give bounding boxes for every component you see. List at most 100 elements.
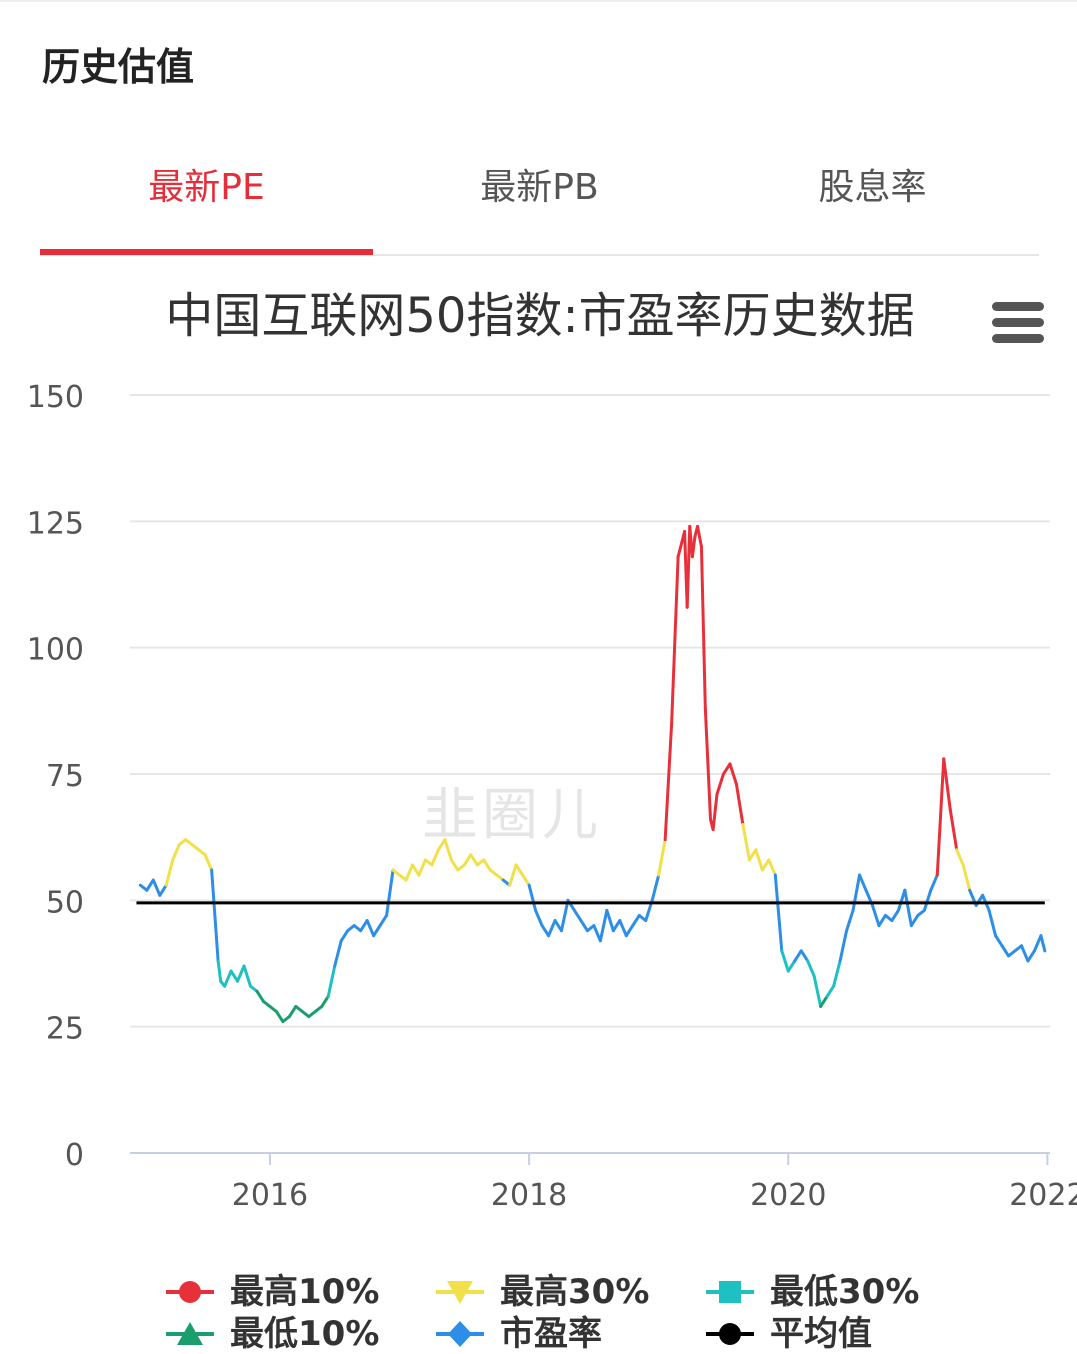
tab-latest-pe[interactable]: 最新PE (148, 167, 265, 208)
circle-marker-icon (706, 1323, 754, 1345)
pe-series-segment (547, 919, 557, 938)
pe-series-segment (845, 908, 855, 933)
pe-series-segment (870, 903, 881, 928)
pe-series-segment (793, 949, 803, 963)
pe-series-segment (534, 908, 544, 928)
pe-series-segment (592, 924, 602, 943)
pe-series-segment (365, 919, 376, 938)
pe-series-segment (711, 792, 719, 832)
circle-marker-icon (166, 1281, 214, 1303)
pe-series-segment (598, 908, 609, 943)
y-tick-label: 25 (46, 1012, 84, 1047)
pe-series-segment (806, 959, 816, 978)
pe-series-segment (896, 888, 907, 912)
pe-series-segment (832, 959, 842, 988)
pe-series-segment (994, 934, 1004, 948)
pe-series-segment (572, 908, 583, 923)
pe-series-segment (812, 974, 823, 1008)
pe-series-segment (961, 863, 972, 892)
active-tab-indicator (40, 249, 373, 255)
pe-series-segment (339, 929, 350, 943)
legend-label: 最低30% (770, 1272, 920, 1312)
pe-series-segment (799, 949, 810, 963)
diamond-marker-icon (436, 1321, 484, 1347)
pe-series-segment (690, 534, 697, 559)
pe-series-segment (274, 1010, 285, 1024)
pe-series-segment (657, 838, 667, 877)
legend-label: 平均值 (770, 1314, 872, 1354)
pe-series-segment (359, 919, 369, 933)
pe-series-segment (760, 858, 771, 872)
pe-series-segment (942, 757, 952, 811)
pe-series-segment (333, 939, 343, 968)
pe-series-segment (151, 878, 162, 897)
pe-series-segment (780, 949, 790, 973)
hamburger-menu-icon[interactable] (990, 300, 1046, 346)
y-tick-label: 150 (27, 380, 84, 415)
pe-series-segment (1019, 944, 1030, 963)
pe-series-segment (903, 888, 913, 928)
y-tick-label: 125 (27, 506, 84, 541)
top-divider (0, 0, 1077, 2)
pe-series-segment (320, 994, 330, 1008)
legend-label: 最高10% (230, 1272, 380, 1312)
pe-series-segment (326, 964, 337, 998)
pe-series-segment (540, 924, 551, 938)
pe-series-segment (1032, 934, 1043, 953)
pe-series-segment (527, 883, 538, 912)
tab-dividend-yield[interactable]: 股息率 (818, 167, 927, 208)
pe-series-segment (462, 853, 473, 867)
pe-series-segment (715, 772, 725, 796)
pe-series-segment (703, 706, 713, 821)
y-tick-label: 100 (27, 633, 84, 668)
pe-series-segment (482, 858, 492, 872)
section-title: 历史估值 (42, 45, 195, 89)
pe-series-segment (514, 863, 525, 877)
pe-series-segment (650, 873, 661, 902)
pe-series-segment (145, 878, 155, 892)
pe-series-segment (436, 838, 447, 852)
grid-lines (130, 394, 1050, 1154)
pe-series-segment (929, 873, 939, 892)
y-tick-label: 75 (46, 759, 84, 794)
pe-series-segment (242, 964, 253, 988)
pe-series-segment (631, 913, 641, 928)
tab-latest-pb[interactable]: 最新PB (480, 167, 599, 208)
pe-series-segment (410, 863, 421, 877)
triangle-up-marker-icon (166, 1322, 214, 1345)
x-tick-label: 2020 (750, 1178, 826, 1213)
pe-series-segment (909, 913, 920, 928)
pe-series-segment (158, 883, 168, 897)
chart-legend: 最高10% 最高30% 最低30% 最低10% 市盈率 平均 (160, 1272, 1060, 1354)
y-tick-label: 50 (46, 885, 84, 920)
pe-series-segment (825, 984, 836, 998)
y-tick-label: 0 (65, 1138, 84, 1173)
pe-series-segment (287, 1004, 298, 1019)
pe-series-segment (696, 524, 703, 549)
pe-series-segment (754, 848, 764, 872)
pe-series-segment (508, 863, 518, 887)
pe-series-segment (819, 994, 829, 1008)
x-tick-label: 2016 (232, 1178, 308, 1213)
tab-baseline (40, 254, 1039, 256)
pe-series-segment (721, 762, 732, 776)
pe-series-segment (728, 762, 738, 786)
pe-series-segment (378, 913, 389, 928)
pe-series-segment (171, 843, 181, 862)
pe-series-segment (255, 989, 265, 1003)
axes: 0 25 50 75 100 125 150 2016 2018 2020 2022 (27, 380, 1077, 1213)
pe-series-segment (747, 848, 758, 862)
pe-series-segment (851, 873, 862, 912)
chart-title: 中国互联网50指数:市盈率历史数据 (165, 288, 914, 344)
pe-series-segment (559, 898, 570, 933)
pe-series-segment (203, 853, 214, 872)
pe-series-segment (430, 848, 440, 867)
legend-label: 最高30% (500, 1272, 650, 1312)
pe-series-segment (611, 919, 622, 933)
pe-series-segment (417, 858, 427, 877)
pe-series-segment (216, 959, 223, 983)
pe-series-segment (699, 545, 707, 710)
pe-series-segment (404, 863, 414, 882)
square-marker-icon (706, 1281, 754, 1303)
pe-series-segment (1026, 949, 1036, 963)
